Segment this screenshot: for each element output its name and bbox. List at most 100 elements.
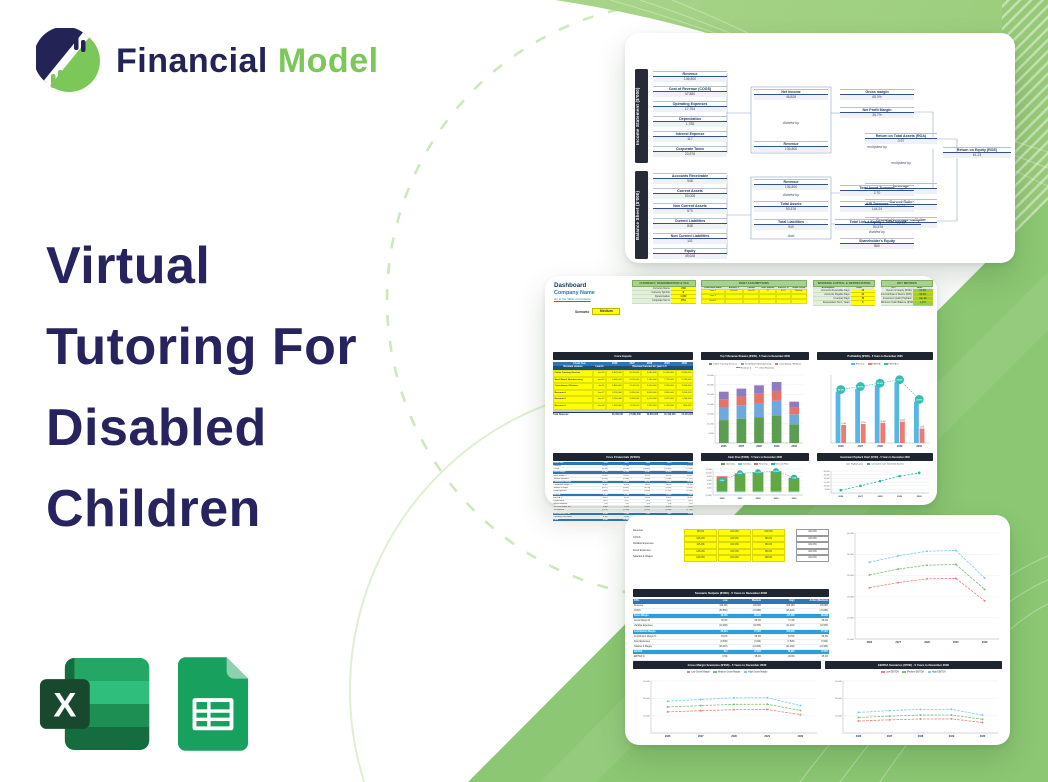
flow-box-ar-turnover: A/R Turnover 144.24 — [840, 201, 914, 213]
panel-currency-body: Currency Name USD Currency Symbol $ Denomina… — [632, 286, 696, 304]
svg-text:2027: 2027 — [858, 445, 864, 448]
svg-text:2027: 2027 — [887, 735, 893, 738]
dashboard-company-name: Company Name — [554, 289, 595, 296]
svg-text:2030: 2030 — [980, 735, 986, 738]
svg-text:2026: 2026 — [721, 445, 727, 448]
svg-text:2027: 2027 — [698, 735, 704, 738]
scenario-outputs-header: Scenario Outputs ($'000) - 5 Years to De… — [633, 589, 829, 597]
svg-text:15,000: 15,000 — [847, 639, 854, 641]
svg-text:2028: 2028 — [878, 496, 884, 498]
flow-box-revenue-denominator: Revenue 136,800 — [754, 141, 828, 153]
flow-box-depreciation: Depreciation 1,785 — [653, 116, 727, 128]
svg-text:25,000: 25,000 — [847, 596, 854, 598]
svg-text:48,000: 48,000 — [824, 471, 831, 473]
svg-text:16,000: 16,000 — [824, 485, 831, 487]
svg-text:2026: 2026 — [867, 641, 873, 644]
table-of-contents-link[interactable]: Go to the Table of Contents — [554, 297, 591, 301]
dashboard-card: Dashboard Company Name Go to the Table o… — [545, 276, 937, 523]
flow-box-shareholders-equity: Shareholder's Equity 860 — [840, 238, 914, 250]
scenario-selector: Scenario Medium — [575, 308, 621, 316]
ebitda-scenarios-header: EBITDA Scenarios ($'000) - 5 Years to De… — [825, 661, 1002, 669]
svg-text:2026: 2026 — [665, 735, 671, 738]
top5-revenue-chart: 35,000 30,000 25,000 20,000 15,000 10,000 5,00… — [707, 375, 803, 448]
brand-logo-icon — [36, 28, 100, 92]
svg-text:2029: 2029 — [764, 735, 770, 738]
svg-text:34.9%: 34.9% — [916, 398, 922, 401]
svg-text:35,000: 35,000 — [707, 375, 714, 377]
pan el-debt-body: Loan/Grant Name Amount, $ Launch Term, Mont… — [701, 286, 807, 305]
scenario-assumptions-table: Revenue 80.0% 100.0% 120.0% 100.0% COGS 125.0%… — [633, 529, 833, 562]
svg-text:-: - — [711, 491, 712, 493]
flow-connectors — [726, 73, 958, 255]
svg-text:2030: 2030 — [791, 445, 797, 448]
svg-text:-: - — [713, 443, 714, 445]
svg-text:7,302: 7,302 — [792, 478, 797, 480]
gross-margin-scenarios-header: Gross Margin Scenarios ($'000) - 5 Years… — [633, 661, 821, 669]
svg-text:2027: 2027 — [738, 498, 744, 500]
panel-key-metrics-header: KEY METRICS — [881, 280, 933, 287]
svg-text:2029: 2029 — [897, 496, 903, 498]
title-line-1: Virtual — [46, 237, 211, 295]
svg-text:35,000: 35,000 — [847, 554, 854, 556]
scenario-value-cell[interactable]: Medium — [592, 308, 621, 316]
flow-note-multiplied-by-2: multiplied by — [891, 161, 911, 165]
svg-text:2029: 2029 — [774, 498, 780, 500]
flow-box-bs-revenue: Revenue 136,800 — [754, 179, 828, 191]
top5-chart-legend: Online Tutoring Services Small Batch Manu… — [701, 363, 809, 370]
svg-text:X: X — [53, 686, 76, 724]
svg-text:10,812: 10,812 — [773, 471, 779, 473]
panel-key-metrics: KEY METRICS KPI Value Return on Equity (RO… — [881, 280, 933, 306]
svg-text:24,000: 24,000 — [824, 482, 831, 484]
brand-logo: Financial Model — [36, 28, 379, 94]
svg-text:45,000: 45,000 — [643, 681, 650, 683]
svg-text:2028: 2028 — [731, 735, 737, 738]
svg-text:30,000: 30,000 — [835, 698, 842, 700]
panel-wc-body: Assumption Value Accounts Receivable Days 1… — [813, 286, 875, 306]
core-financials-table: Fiscal Year 2026 2027 2028 2029 2030 Revenue 26… — [553, 462, 693, 523]
flow-box-net-profit-margin: Net Profit Margin 35.7% — [840, 107, 914, 119]
excel-icon: X — [39, 658, 150, 750]
payback-chart-legend: Payback year Cumulative Cash Generated (I… — [817, 463, 933, 466]
title-line-4: Children — [46, 480, 261, 538]
svg-text:2027: 2027 — [739, 445, 745, 448]
svg-text:4,000: 4,000 — [707, 484, 713, 486]
flow-box-roa: Return on Total Assets (ROA) 0.97 — [865, 133, 937, 145]
logo-word-model: Model — [277, 41, 379, 80]
income-statement-sidebar: Income Statement ($'000) — [635, 69, 648, 163]
flow-box-opex: Operating Expenses 17,754 — [653, 101, 727, 113]
profitability-chart-legend: Revenue EBITDA EBITDA % — [817, 363, 933, 366]
svg-text:9,641: 9,641 — [738, 472, 743, 475]
panel-currency-header: CURRENCY, DENOMINATION & TAX — [632, 280, 696, 287]
flowchart-card: Income Statement ($'000) Balance Sheet (… — [625, 33, 1015, 263]
svg-text:2030: 2030 — [982, 641, 988, 644]
core-financials-header: Core Financials ($'000) — [553, 453, 693, 461]
svg-text:2028: 2028 — [756, 498, 762, 500]
svg-text:25,000: 25,000 — [707, 394, 714, 396]
svg-text:10,215: 10,215 — [755, 472, 761, 474]
svg-text:5,000: 5,000 — [708, 433, 714, 435]
svg-text:30,000: 30,000 — [707, 385, 714, 387]
svg-text:2028: 2028 — [918, 735, 924, 738]
flow-note-divided-by-2: divided by — [782, 193, 800, 197]
svg-text:9,794: 9,794 — [861, 422, 866, 424]
svg-text:2029: 2029 — [897, 445, 903, 448]
flow-box-net-income: Net Income 48,828 — [754, 89, 828, 101]
flow-box-roe: Return on Equity (ROE) 61.23 — [943, 147, 1011, 159]
flow-box-non-current-liabilities: Non Current Liabilities 101 — [653, 233, 727, 245]
panel-working-capital-header: WORKING CAPITAL & DEPRECIATION — [813, 280, 875, 287]
svg-text:20,000: 20,000 — [707, 404, 714, 406]
scenario-outputs-table: KPIs Low Medium High Active (Medium) Revenue 1… — [633, 599, 829, 661]
svg-text:2030: 2030 — [792, 498, 798, 500]
panel-currency: CURRENCY, DENOMINATION & TAX Currency Na… — [632, 280, 696, 304]
svg-text:12,000: 12,000 — [706, 469, 713, 471]
flow-box-total-liab-equity: Total Liab + Equity = Total Assets 50,576 — [835, 219, 921, 231]
svg-text:11,005: 11,005 — [900, 420, 906, 422]
svg-text:10,382: 10,382 — [880, 421, 886, 423]
balance-sheet-sidebar: Balance Sheet ($'000) — [635, 171, 648, 259]
svg-text:7,436: 7,436 — [920, 427, 925, 429]
brand-logo-text: Financial Model — [116, 42, 379, 81]
svg-text:2028: 2028 — [924, 641, 930, 644]
svg-text:2028: 2028 — [877, 445, 883, 448]
svg-text:30,000: 30,000 — [643, 698, 650, 700]
